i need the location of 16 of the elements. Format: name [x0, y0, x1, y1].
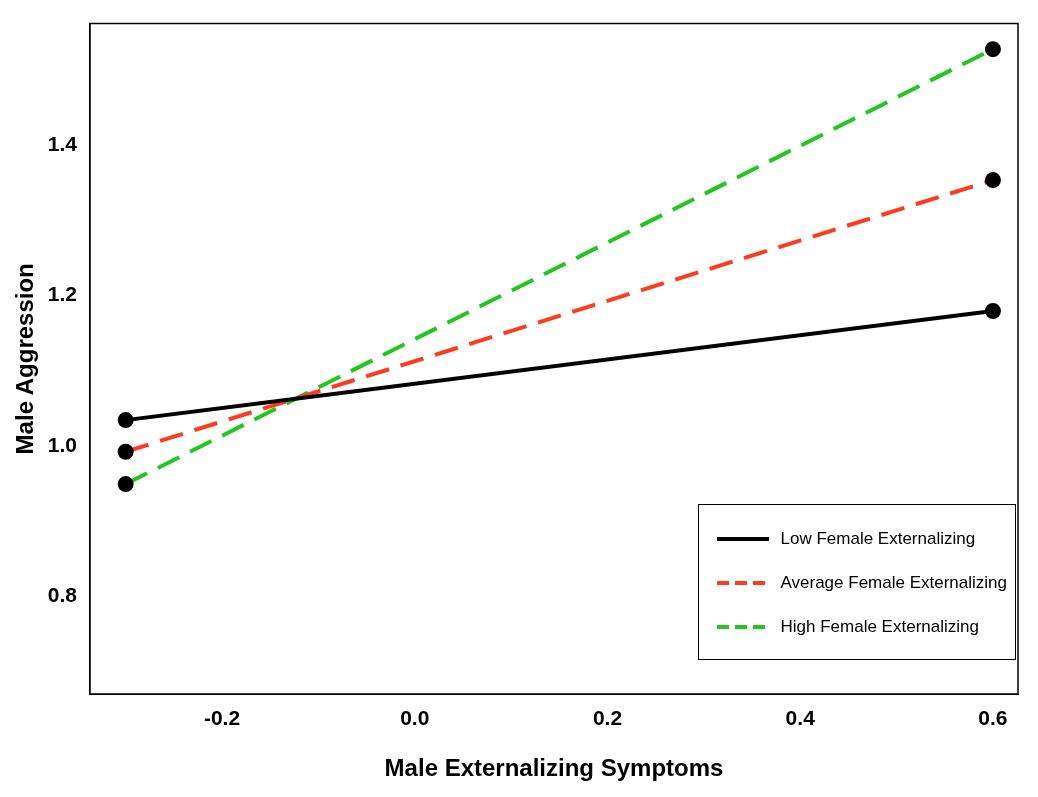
y-tick-label: 0.8 [47, 582, 78, 606]
x-tick-label: -0.2 [203, 706, 241, 730]
legend-label: High Female Externalizing [780, 617, 979, 637]
x-tick-label: 0.6 [978, 706, 1008, 730]
y-tick-label: 1.0 [47, 432, 77, 456]
y-tick-label: 1.4 [47, 131, 78, 155]
x-tick-label: 0.4 [785, 706, 816, 730]
y-axis-title: Male Aggression [11, 263, 39, 455]
point [117, 412, 134, 429]
point [984, 303, 1001, 320]
legend-label: Low Female Externalizing [780, 529, 976, 549]
legend-label: Average Female Externalizing [780, 573, 1007, 593]
x-axis-title: Male Externalizing Symptoms [384, 754, 724, 782]
x-tick-label: 0.2 [592, 706, 623, 730]
y-tick-label: 1.2 [47, 282, 77, 306]
x-tick-label: 0.0 [400, 706, 430, 730]
